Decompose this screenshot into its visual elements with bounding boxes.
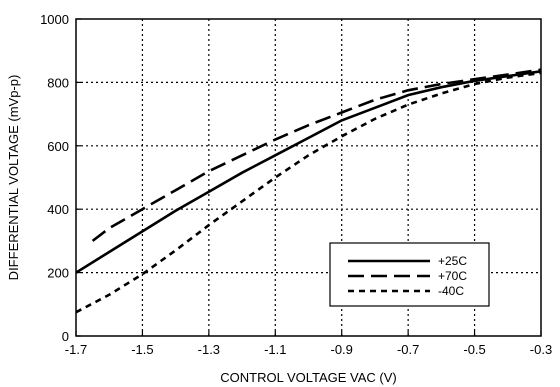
series-group: [76, 68, 541, 314]
legend-label: +25C: [438, 254, 467, 268]
y-tick-label: 0: [62, 329, 69, 344]
x-tick-label: -1.3: [198, 342, 220, 357]
tick-labels: -1.7 -1.5 -1.3 -1.1 -0.9 -0.7 -0.5 -0.3 0 200 400 6…: [40, 12, 552, 357]
legend-label: -40C: [438, 284, 464, 298]
y-axis-label: DIFFERENTIAL VOLTAGE (mVp-p): [6, 75, 21, 281]
x-tick-label: -0.9: [331, 342, 353, 357]
x-tick-label: -1.5: [131, 342, 153, 357]
plot-frame: [75, 18, 542, 337]
y-tick-label: 400: [47, 202, 69, 217]
series-line-0: [76, 70, 541, 274]
y-tick-label: 600: [47, 139, 69, 154]
y-tick-label: 800: [47, 75, 69, 90]
x-tick-label: -0.5: [463, 342, 485, 357]
legend-box: [329, 242, 490, 307]
x-tick-label: -0.3: [530, 342, 552, 357]
y-tick-label: 200: [47, 266, 69, 281]
y-tick-label: 1000: [40, 12, 69, 27]
x-axis-label: CONTROL VOLTAGE VAC (V): [220, 370, 396, 385]
x-tick-label: -1.7: [65, 342, 87, 357]
series-line-2: [76, 71, 541, 314]
legend-label: +70C: [438, 269, 467, 283]
legend: +25C+70C-40C: [329, 242, 490, 307]
x-tick-label: -0.7: [397, 342, 419, 357]
x-tick-label: -1.1: [264, 342, 286, 357]
series-line-1: [91, 68, 541, 242]
